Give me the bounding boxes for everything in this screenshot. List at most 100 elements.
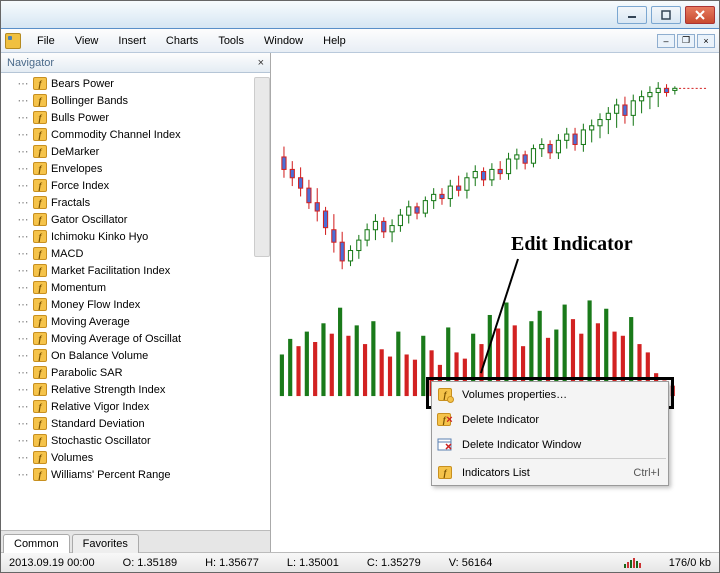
navigator-item[interactable]: ⋯fMarket Facilitation Index [33, 262, 270, 279]
navigator-item[interactable]: ⋯fVolumes [33, 449, 270, 466]
navigator-item-label: Volumes [51, 452, 93, 464]
menu-charts[interactable]: Charts [156, 32, 208, 50]
tree-node-icon: ⋯ [17, 383, 29, 396]
navigator-item[interactable]: ⋯fOn Balance Volume [33, 347, 270, 364]
navigator-item-label: Gator Oscillator [51, 214, 127, 226]
navigator-item[interactable]: ⋯fIchimoku Kinko Hyo [33, 228, 270, 245]
navigator-item[interactable]: ⋯fMoney Flow Index [33, 296, 270, 313]
navigator-item[interactable]: ⋯fForce Index [33, 177, 270, 194]
navigator-item[interactable]: ⋯fEnvelopes [33, 160, 270, 177]
navigator-item[interactable]: ⋯fWilliams' Percent Range [33, 466, 270, 483]
navigator-item-label: Relative Strength Index [51, 384, 165, 396]
tree-node-icon: ⋯ [17, 179, 29, 192]
tree-node-icon: ⋯ [17, 298, 29, 311]
tree-node-icon: ⋯ [17, 77, 29, 90]
tree-node-icon: ⋯ [17, 468, 29, 481]
close-button[interactable] [685, 6, 715, 24]
navigator-item[interactable]: ⋯fMomentum [33, 279, 270, 296]
navigator-item[interactable]: ⋯fMACD [33, 245, 270, 262]
indicator-icon: f [33, 213, 47, 226]
navigator-item-label: Bears Power [51, 78, 114, 90]
indicator-icon: f [33, 298, 47, 311]
status-close: C: 1.35279 [367, 557, 421, 569]
scrollbar[interactable] [254, 77, 270, 257]
navigator-item[interactable]: ⋯fDeMarker [33, 143, 270, 160]
indicator-icon: f [33, 451, 47, 464]
tree-node-icon: ⋯ [17, 230, 29, 243]
navigator-item-label: Bollinger Bands [51, 95, 128, 107]
menu-file[interactable]: File [27, 32, 65, 50]
indicator-icon: f [33, 230, 47, 243]
navigator-item[interactable]: ⋯fStochastic Oscillator [33, 432, 270, 449]
tree-node-icon: ⋯ [17, 332, 29, 345]
navigator-item[interactable]: ⋯fGator Oscillator [33, 211, 270, 228]
status-date: 2013.09.19 00:00 [9, 557, 95, 569]
indicator-icon: f [33, 417, 47, 430]
indicator-icon: f [33, 145, 47, 158]
menu-help[interactable]: Help [313, 32, 356, 50]
minimize-button[interactable] [617, 6, 647, 24]
navigator-item[interactable]: ⋯fRelative Strength Index [33, 381, 270, 398]
navigator-item-label: Williams' Percent Range [51, 469, 170, 481]
menu-window[interactable]: Window [254, 32, 313, 50]
indicator-icon: f [33, 111, 47, 124]
navigator-item[interactable]: ⋯fParabolic SAR [33, 364, 270, 381]
indicator-icon: f [33, 281, 47, 294]
menu-view[interactable]: View [65, 32, 109, 50]
navigator-item[interactable]: ⋯fMoving Average [33, 313, 270, 330]
navigator-item[interactable]: ⋯fStandard Deviation [33, 415, 270, 432]
ctx-delete-window[interactable]: Delete Indicator Window [432, 432, 668, 457]
tab-common[interactable]: Common [3, 534, 70, 553]
navigator-item[interactable]: ⋯fBollinger Bands [33, 92, 270, 109]
tree-node-icon: ⋯ [17, 247, 29, 260]
statusbar: 2013.09.19 00:00 O: 1.35189 H: 1.35677 L… [1, 552, 719, 572]
navigator-item[interactable]: ⋯fMoving Average of Oscillat [33, 330, 270, 347]
ctx-delete-indicator[interactable]: f× Delete Indicator [432, 407, 668, 432]
tree-node-icon: ⋯ [17, 128, 29, 141]
connection-icon [624, 558, 641, 568]
navigator-item[interactable]: ⋯fBulls Power [33, 109, 270, 126]
navigator-item-label: Commodity Channel Index [51, 129, 181, 141]
navigator-item-label: On Balance Volume [51, 350, 148, 362]
tab-favorites[interactable]: Favorites [72, 534, 139, 553]
navigator-item[interactable]: ⋯fFractals [33, 194, 270, 211]
tree-node-icon: ⋯ [17, 162, 29, 175]
shortcut-label: Ctrl+I [633, 467, 660, 479]
mdi-close-button[interactable]: × [697, 34, 715, 48]
tree-node-icon: ⋯ [17, 349, 29, 362]
ctx-properties[interactable]: f Volumes properties… [432, 382, 668, 407]
status-high: H: 1.35677 [205, 557, 259, 569]
navigator-item[interactable]: ⋯fRelative Vigor Index [33, 398, 270, 415]
navigator-tabs: Common Favorites [1, 530, 270, 552]
mdi-minimize-button[interactable]: – [657, 34, 675, 48]
navigator-item[interactable]: ⋯fCommodity Channel Index [33, 126, 270, 143]
navigator-item-label: Market Facilitation Index [51, 265, 170, 277]
navigator-item-label: Force Index [51, 180, 109, 192]
navigator-close-icon[interactable]: × [252, 57, 270, 69]
tree-node-icon: ⋯ [17, 315, 29, 328]
navigator-item-label: MACD [51, 248, 83, 260]
mdi-restore-button[interactable]: ❐ [677, 34, 695, 48]
status-volume: V: 56164 [449, 557, 493, 569]
ctx-indicators-list[interactable]: f Indicators List Ctrl+I [432, 460, 668, 485]
navigator-item-label: Ichimoku Kinko Hyo [51, 231, 148, 243]
tree-node-icon: ⋯ [17, 281, 29, 294]
menu-insert[interactable]: Insert [108, 32, 156, 50]
indicator-icon: f [33, 383, 47, 396]
maximize-button[interactable] [651, 6, 681, 24]
navigator-item-label: Bulls Power [51, 112, 109, 124]
navigator-title: Navigator [7, 57, 54, 69]
tree-node-icon: ⋯ [17, 451, 29, 464]
indicator-icon: f [33, 77, 47, 90]
navigator-item[interactable]: ⋯fBears Power [33, 75, 270, 92]
navigator-list: ⋯fBears Power⋯fBollinger Bands⋯fBulls Po… [1, 73, 270, 485]
indicator-icon: f [33, 315, 47, 328]
indicators-list-icon: f [436, 464, 454, 482]
tree-node-icon: ⋯ [17, 213, 29, 226]
menu-tools[interactable]: Tools [208, 32, 254, 50]
delete-window-icon [436, 436, 454, 454]
delete-indicator-icon: f× [436, 411, 454, 429]
menubar: FileViewInsertChartsToolsWindowHelp – ❐ … [1, 29, 719, 53]
tree-node-icon: ⋯ [17, 94, 29, 107]
tree-node-icon: ⋯ [17, 264, 29, 277]
